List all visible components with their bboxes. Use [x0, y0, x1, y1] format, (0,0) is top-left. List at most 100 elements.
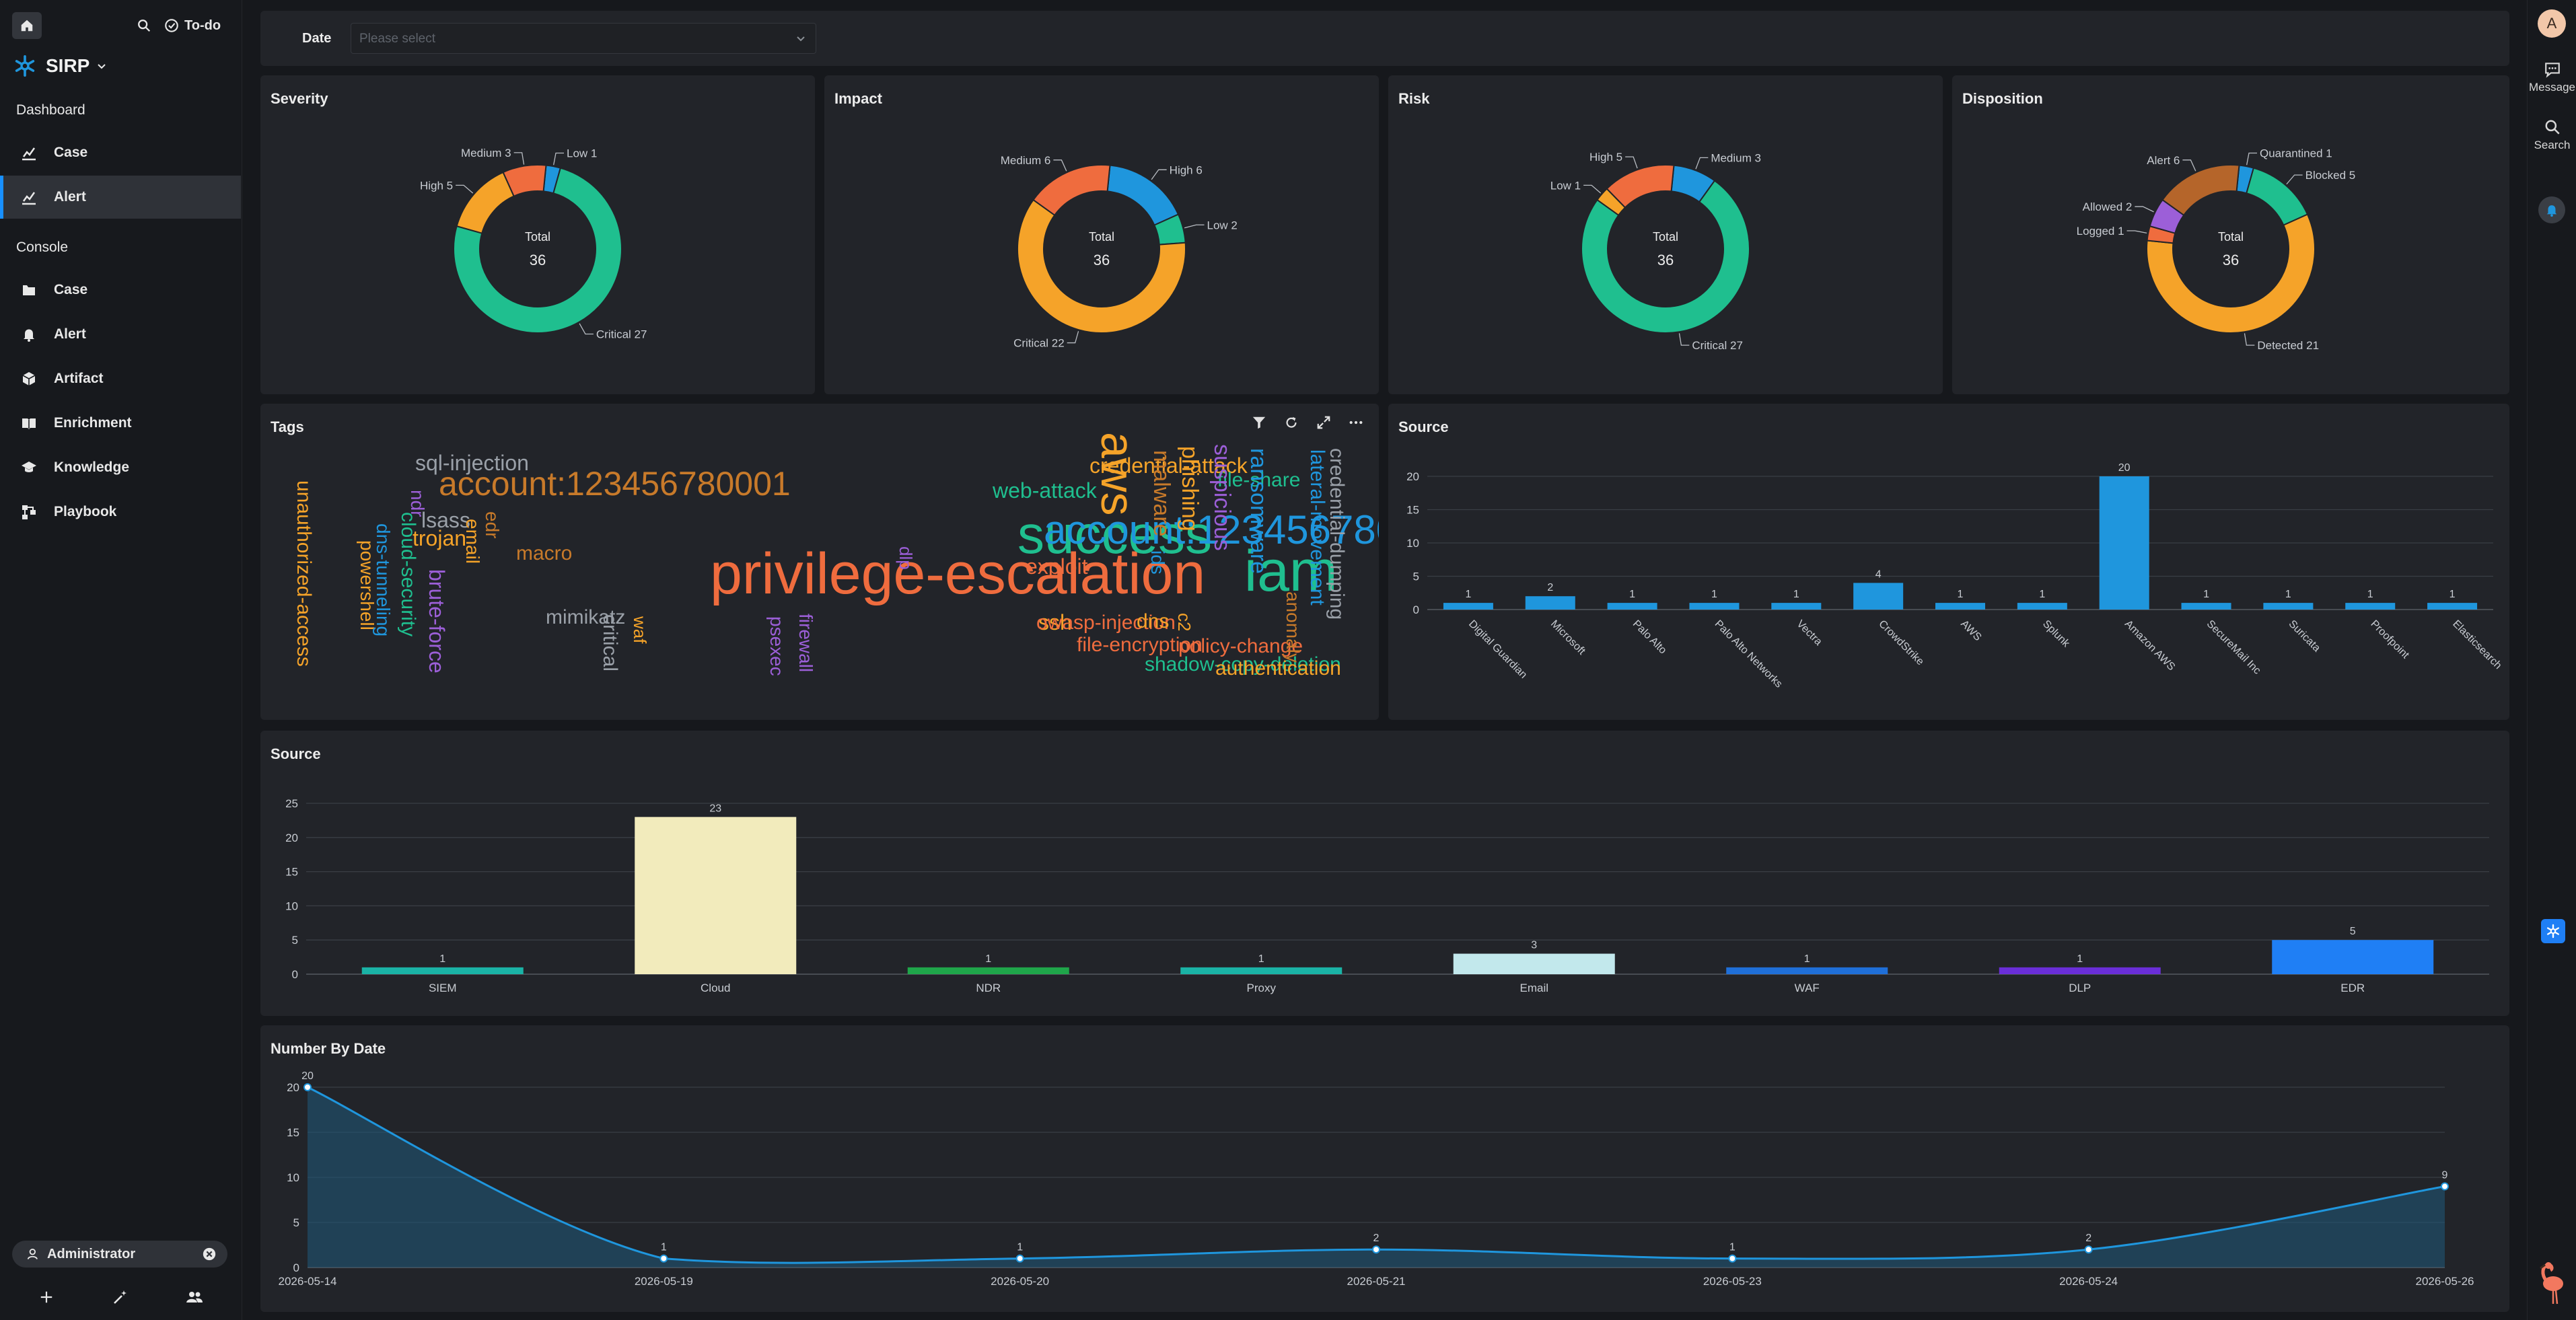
x-tick-label: 2026-05-24 — [2059, 1275, 2118, 1288]
tag-word: success — [1017, 505, 1212, 564]
donut-slice — [1017, 198, 1186, 334]
nav-console-case[interactable]: Case — [0, 268, 241, 311]
refresh-icon — [1286, 416, 1297, 428]
x-tick-label: 2026-05-26 — [2416, 1275, 2474, 1288]
team-button[interactable] — [184, 1286, 205, 1308]
tag-word: exploit — [1026, 554, 1088, 579]
donut-leader-line — [2126, 230, 2147, 233]
donut-leader-line — [2246, 152, 2257, 166]
right-search-button[interactable]: Search — [2528, 118, 2576, 152]
data-point-label: 9 — [2442, 1169, 2448, 1181]
severity-panel: Severity Low 1 Critical 27 High 5 Medium 3 T… — [260, 75, 815, 394]
x-tick-label: Microsoft — [1548, 618, 1587, 657]
donut-slice-label: Alert 6 — [2147, 154, 2180, 167]
donut-slice-label: Low 1 — [567, 147, 597, 160]
tag-word: phishing — [1177, 446, 1203, 531]
tag-word: waf — [630, 616, 650, 644]
x-tick-label: Amazon AWS — [2122, 618, 2177, 673]
donut-center-label: Total — [1089, 230, 1114, 244]
panel-title: Tags — [271, 418, 304, 435]
bar — [1999, 967, 2161, 974]
donut-slice-label: Critical 22 — [1013, 337, 1065, 350]
search-label: Search — [2534, 139, 2571, 151]
y-tick-label: 0 — [1413, 603, 1419, 616]
team-icon — [186, 1292, 203, 1303]
y-tick-label: 25 — [285, 797, 298, 810]
user-icon — [27, 1249, 38, 1259]
bar-value-label: 1 — [1711, 589, 1717, 600]
tag-word: dns-tunneling — [373, 523, 394, 636]
bar — [1453, 953, 1615, 974]
donut-leader-line — [1695, 157, 1709, 170]
panel-title: Source — [271, 745, 321, 762]
todo-button[interactable]: To-do — [164, 15, 221, 36]
tag-word: account:123456780001 — [439, 465, 791, 503]
x-tick-label: Palo Alto Networks — [1713, 618, 1785, 690]
refresh-button[interactable] — [1281, 412, 1302, 433]
close-circle-icon[interactable] — [202, 1247, 217, 1261]
nav-console-enrichment[interactable]: Enrichment — [0, 402, 241, 445]
expand-button[interactable] — [1313, 412, 1334, 433]
x-tick-label: SecureMail Inc — [2205, 618, 2263, 677]
nav-console-playbook[interactable]: Playbook — [0, 490, 241, 534]
date-filter-label: Date — [302, 31, 332, 46]
donut-center-value: 36 — [1094, 252, 1110, 268]
chevron-down-icon — [98, 64, 106, 69]
x-tick-label: CrowdStrike — [1876, 618, 1926, 668]
user-name: Administrator — [47, 1246, 136, 1261]
magic-button[interactable] — [110, 1286, 131, 1308]
sidebar: To-do SIRP Dashboard Case Alert Console … — [0, 0, 242, 1320]
search-button[interactable] — [133, 15, 155, 36]
tag-word: ndr — [407, 490, 428, 517]
app-name: SIRP — [46, 55, 90, 76]
plus-icon — [40, 1291, 52, 1303]
nav-console-alert[interactable]: Alert — [0, 313, 241, 356]
tag-word: dns — [1137, 610, 1169, 632]
nav-dashboard-case[interactable]: Case — [0, 131, 241, 174]
filter-button[interactable] — [1248, 412, 1270, 433]
y-tick-label: 0 — [293, 1261, 299, 1274]
flamingo-mascot[interactable] — [2537, 1261, 2568, 1308]
donut-slice — [2246, 167, 2309, 226]
app-switcher[interactable]: SIRP — [13, 52, 107, 79]
donut-leader-line — [579, 323, 594, 335]
more-horizontal-icon — [1349, 420, 1363, 425]
bar-value-label: 1 — [1629, 589, 1635, 600]
donut-slice — [2146, 213, 2316, 334]
user-chip[interactable]: Administrator — [12, 1241, 227, 1268]
notification-button[interactable] — [2538, 196, 2565, 223]
bar-value-label: 1 — [1258, 953, 1264, 965]
tag-word: email — [462, 519, 483, 564]
panel-title: Impact — [834, 90, 882, 107]
nav-console-knowledge[interactable]: Knowledge — [0, 446, 241, 489]
bar-value-label: 3 — [1531, 940, 1537, 951]
message-button[interactable]: Message — [2528, 61, 2576, 94]
y-tick-label: 0 — [292, 968, 298, 981]
tag-word: anomaly — [1283, 591, 1303, 663]
tag-word: account:123456780002 — [1044, 507, 1379, 552]
bar — [1853, 583, 1904, 610]
date-select-placeholder: Please select — [359, 32, 436, 46]
bar — [2017, 603, 2067, 610]
settings-float-button[interactable] — [2541, 919, 2565, 943]
donut-slice-label: Allowed 2 — [2083, 200, 2133, 213]
home-button[interactable] — [12, 12, 42, 39]
impact-panel: Impact High 6 Low 2 Critical 22 Medium 6 Tot… — [824, 75, 1379, 394]
add-button[interactable] — [36, 1286, 57, 1308]
x-tick-label: 2026-05-23 — [1703, 1275, 1762, 1288]
bar-value-label: 1 — [2449, 589, 2456, 600]
magic-wand-icon — [114, 1290, 127, 1304]
bar-value-label: 1 — [1804, 953, 1810, 965]
y-tick-label: 20 — [287, 1081, 299, 1094]
panel-title: Risk — [1398, 90, 1430, 107]
x-tick-label: EDR — [2340, 982, 2365, 994]
bar-value-label: 1 — [1958, 589, 1964, 600]
date-select[interactable]: Please select — [351, 23, 816, 54]
user-avatar[interactable]: A — [2538, 9, 2566, 38]
bar-value-label: 1 — [2077, 953, 2083, 965]
nav-dashboard-alert[interactable]: Alert — [0, 176, 241, 219]
nav-console-artifact[interactable]: Artifact — [0, 357, 241, 400]
donut-center-value: 36 — [2223, 252, 2239, 268]
more-button[interactable] — [1345, 412, 1367, 433]
donut-slice-label: Detected 21 — [2257, 339, 2319, 352]
